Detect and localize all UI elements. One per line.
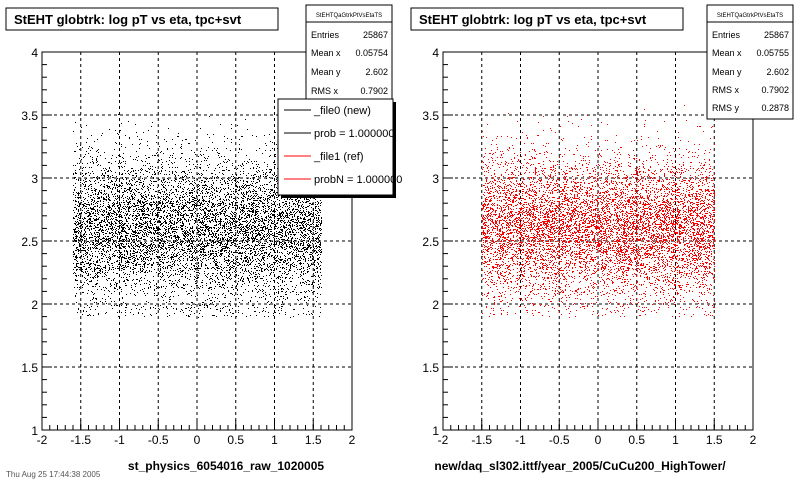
left-stats-label: Mean x — [311, 48, 341, 58]
left-panel: -2 -1.5 -1 -0.5 0 0.5 1 1.5 2 1 1.5 2 2.5 3 3.5 4 StEH… — [5, 4, 402, 479]
left-stats-name: StEHTQaGtrkPtVsEtaTS — [316, 13, 382, 19]
x-tick-label: -2 — [37, 433, 48, 447]
right-stats-name: StEHTQaGtrkPtVsEtaTS — [717, 13, 783, 19]
x-tick-label: 1 — [672, 433, 679, 447]
legend-entry: _file1 (ref) — [313, 151, 364, 163]
x-tick-label: 0.5 — [628, 433, 645, 447]
left-chart-title: StEHT globtrk: log pT vs eta, tpc+svt — [14, 12, 242, 27]
left-stats-box: StEHTQaGtrkPtVsEtaTS Entries 25867 Mean … — [305, 4, 393, 103]
right-stats-value: 2.602 — [766, 67, 789, 77]
legend-entry: prob = 1.000000 — [314, 128, 394, 140]
x-tick-label: 0 — [595, 433, 602, 447]
y-tick-label: 2 — [432, 298, 439, 312]
scatter-markers — [482, 105, 715, 318]
x-tick-label: 0 — [194, 433, 201, 447]
x-tick-label: -0.5 — [549, 433, 570, 447]
x-tick-label: -0.5 — [148, 433, 169, 447]
left-stats-value: 0.05754 — [355, 48, 388, 58]
x-tick-label: -2 — [438, 433, 449, 447]
left-title-box — [5, 7, 279, 31]
legend-entry: probN = 1.000000 — [314, 174, 402, 186]
right-stats-value: 0.05755 — [756, 48, 789, 58]
x-tick-label: 1 — [271, 433, 278, 447]
left-stats-value: 25867 — [363, 30, 388, 40]
y-tick-label: 3 — [31, 172, 38, 186]
left-stats-value: 2.602 — [365, 67, 388, 77]
x-tick-label: 2 — [750, 433, 757, 447]
right-stats-label: RMS y — [712, 103, 740, 113]
x-tick-label: 0.5 — [227, 433, 244, 447]
y-tick-label: 1.5 — [422, 361, 439, 375]
right-stats-label: Entries — [712, 30, 741, 40]
x-tick-label: -1 — [515, 433, 526, 447]
left-stats-label: Entries — [311, 30, 340, 40]
right-stats-label: Mean x — [712, 48, 742, 58]
x-tick-label: -1.5 — [70, 433, 91, 447]
legend-entry: _file0 (new) — [313, 105, 371, 117]
y-tick-label: 2.5 — [422, 235, 439, 249]
right-x-axis: -2 -1.5 -1 -0.5 0 0.5 1 1.5 2 — [438, 420, 757, 447]
right-stats-label: RMS x — [712, 85, 740, 95]
y-tick-label: 2.5 — [21, 235, 38, 249]
left-stats-label: Mean y — [311, 67, 341, 77]
y-tick-label: 4 — [432, 46, 439, 60]
right-stats-value: 0.7902 — [761, 85, 789, 95]
left-y-axis: 1 1.5 2 2.5 3 3.5 4 — [21, 46, 52, 438]
footer-timestamp: Thu Aug 25 17:44:38 2005 — [6, 470, 101, 479]
right-y-axis: 1 1.5 2 2.5 3 3.5 4 — [422, 46, 453, 438]
left-stats-label: RMS x — [311, 86, 339, 96]
y-tick-label: 1 — [31, 424, 38, 438]
x-tick-label: 1.5 — [706, 433, 723, 447]
right-panel: -2 -1.5 -1 -0.5 0 0.5 1 1.5 2 1 1.5 2 2.5 3 3.5 4 StEH… — [410, 4, 794, 473]
y-tick-label: 1 — [432, 424, 439, 438]
legend: _file0 (new) prob = 1.000000 _file1 (ref… — [277, 98, 402, 198]
right-stats-box: StEHTQaGtrkPtVsEtaTS Entries 25867 Mean … — [706, 4, 794, 120]
x-tick-label: -1.5 — [471, 433, 492, 447]
y-tick-label: 3 — [432, 172, 439, 186]
scatter-markers — [73, 114, 322, 318]
y-tick-label: 4 — [31, 46, 38, 60]
right-scatter-points — [482, 105, 715, 318]
y-tick-label: 1.5 — [21, 361, 38, 375]
x-tick-label: -1 — [114, 433, 125, 447]
y-tick-label: 3.5 — [422, 109, 439, 123]
y-tick-label: 2 — [31, 298, 38, 312]
x-tick-label: 2 — [349, 433, 356, 447]
right-stats-value: 0.2878 — [761, 103, 789, 113]
x-tick-label: 1.5 — [305, 433, 322, 447]
left-stats-value: 0.7902 — [360, 86, 388, 96]
right-title-box — [410, 7, 684, 31]
y-tick-label: 3.5 — [21, 109, 38, 123]
left-scatter-points — [73, 114, 322, 318]
right-chart-title: StEHT globtrk: log pT vs eta, tpc+svt — [419, 12, 647, 27]
right-x-axis-label: new/daq_sl302.ittf/year_2005/CuCu200_Hig… — [434, 459, 726, 473]
right-stats-value: 25867 — [764, 30, 789, 40]
left-x-axis-label: st_physics_6054016_raw_1020005 — [128, 459, 324, 473]
left-x-axis: -2 -1.5 -1 -0.5 0 0.5 1 1.5 2 — [37, 420, 356, 447]
right-stats-label: Mean y — [712, 67, 742, 77]
